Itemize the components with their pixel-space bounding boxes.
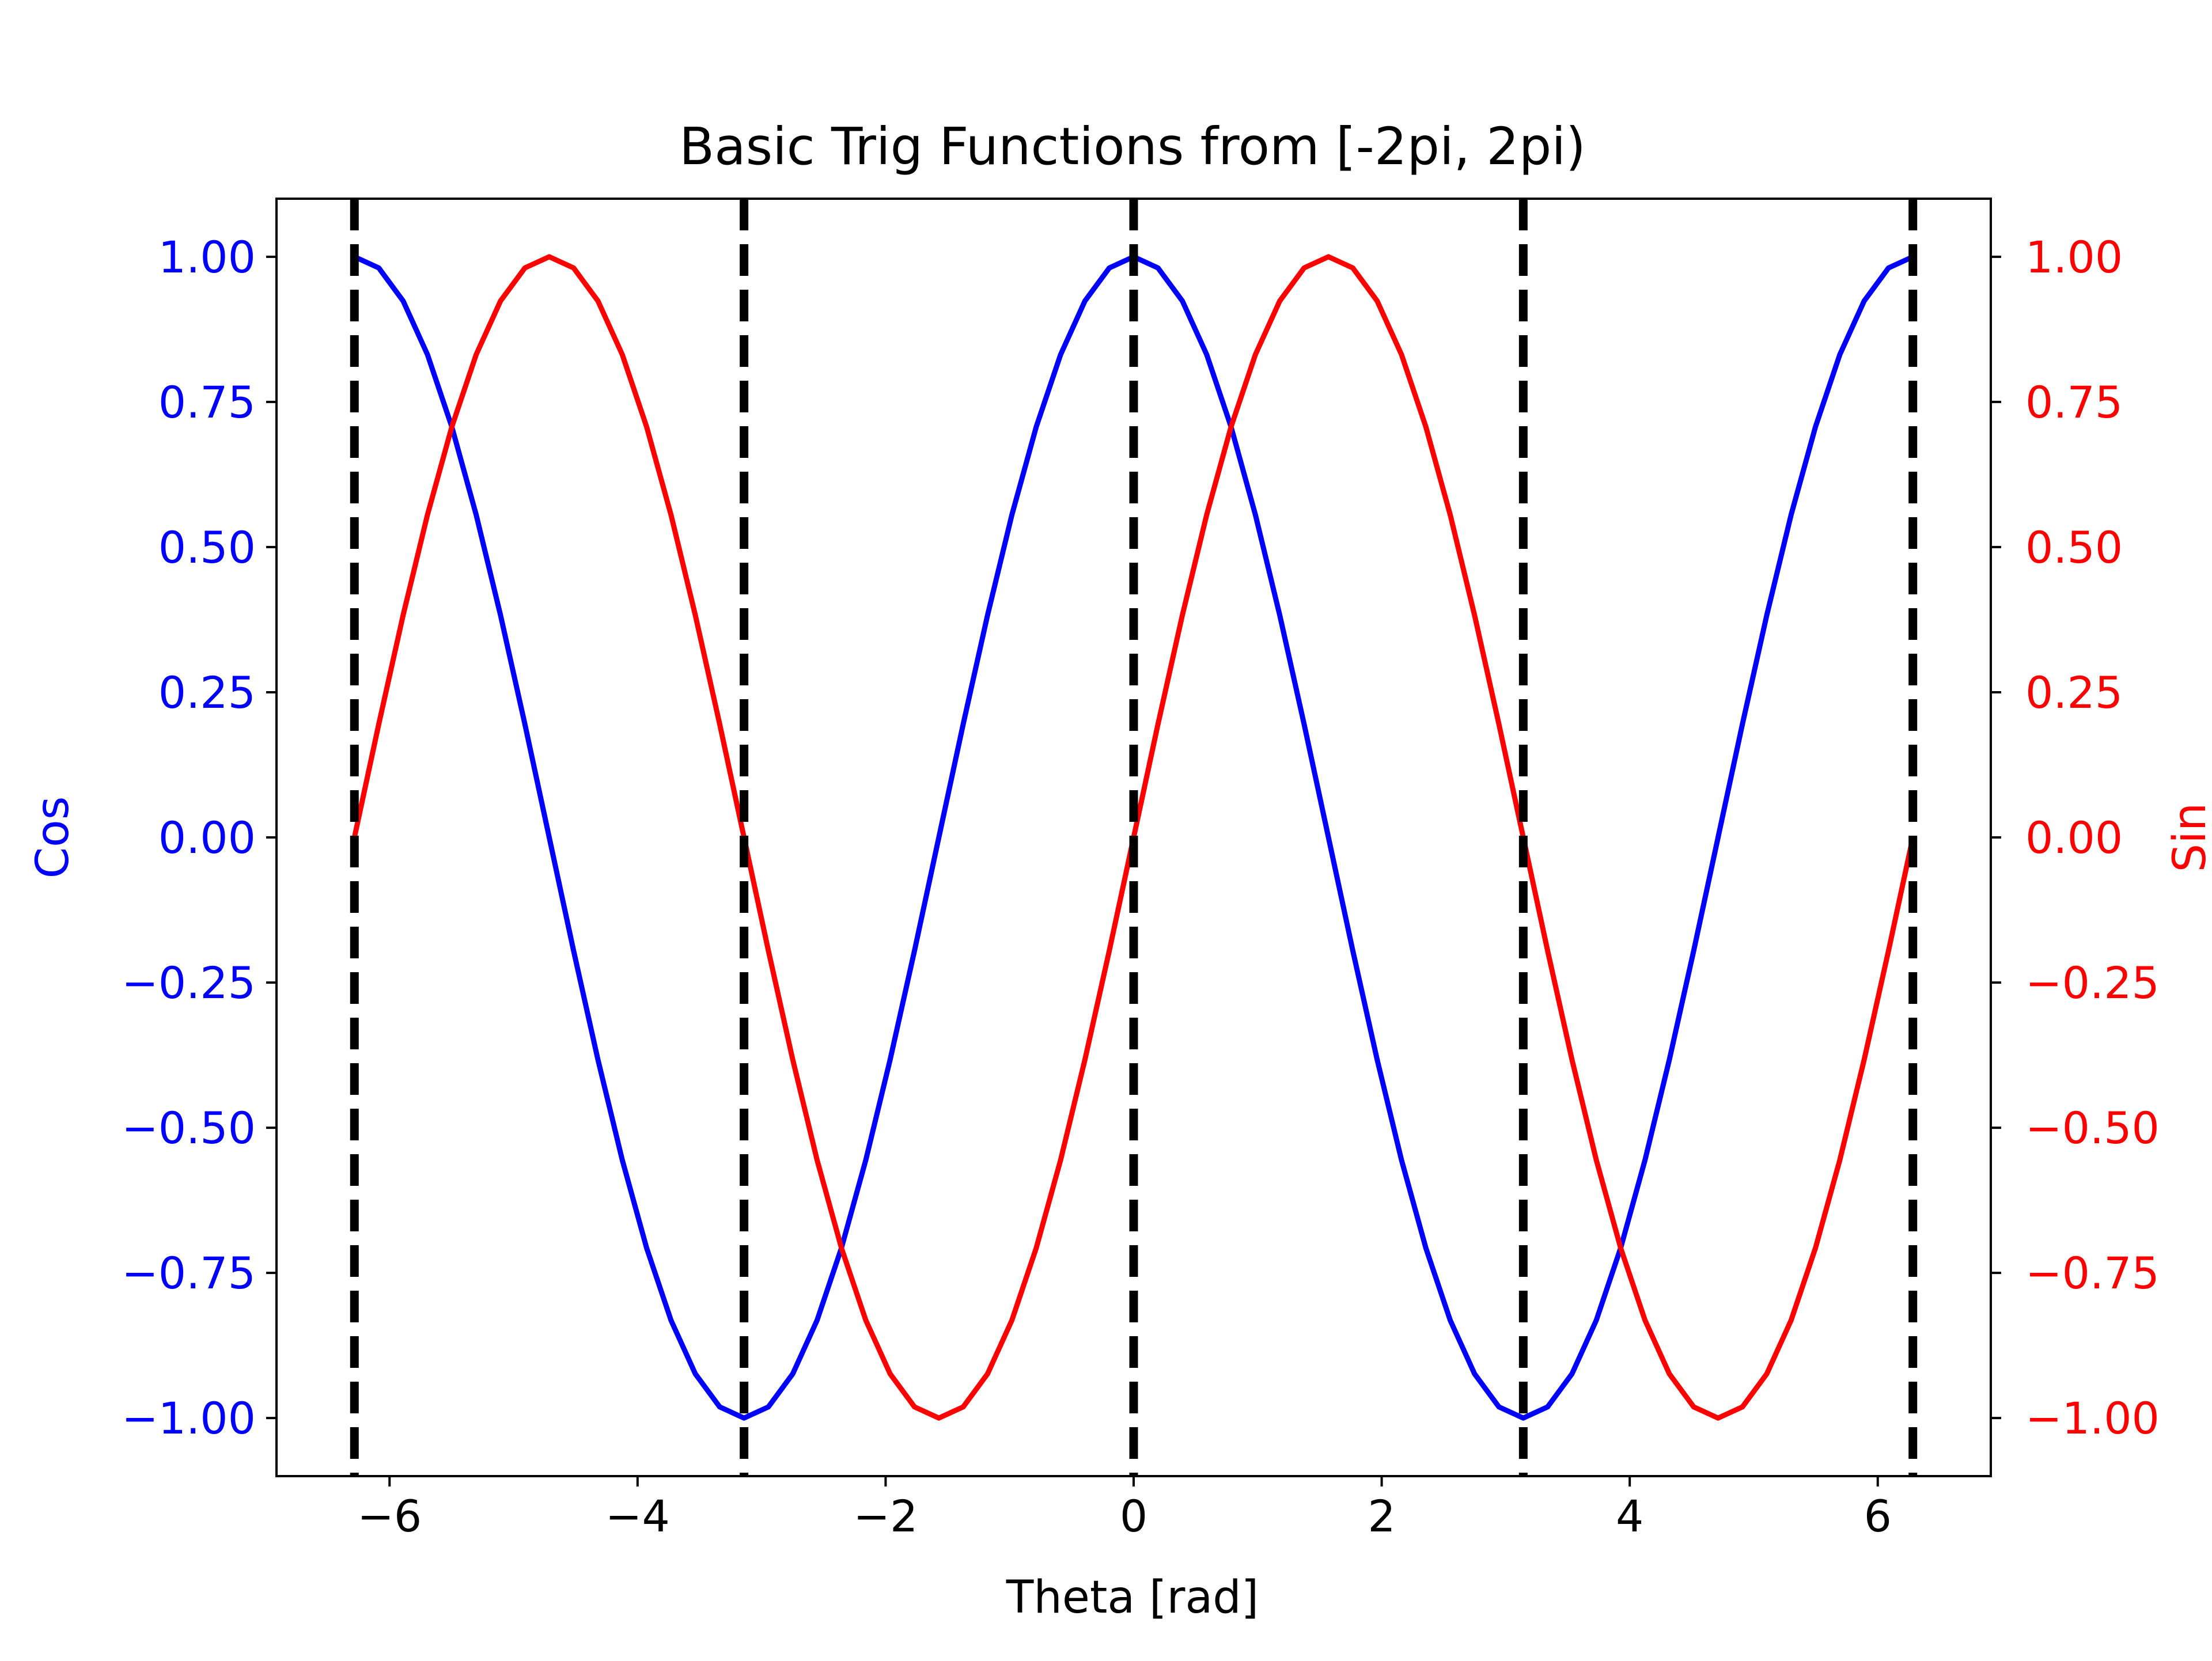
x-tick-label: 2	[1368, 1491, 1395, 1542]
y-right-tick-label: −0.75	[2025, 1247, 2160, 1299]
y-right-tick-label: 1.00	[2025, 232, 2123, 283]
y-left-tick-label: −1.00	[122, 1393, 256, 1444]
y-left-tick-label: 0.25	[158, 667, 256, 718]
y-right-tick-label: −0.25	[2025, 957, 2160, 1008]
x-tick-label: −6	[357, 1491, 422, 1542]
y-right-tick-label: 0.75	[2025, 377, 2123, 428]
x-tick-label: 4	[1616, 1491, 1643, 1542]
y-axis-right-label: Sin	[2164, 803, 2212, 873]
y-right-tick-label: 0.00	[2025, 812, 2123, 863]
chart-title: Basic Trig Functions from [-2pi, 2pi)	[679, 116, 1586, 176]
x-axis: −6 −4 −2 0 2 4 6	[357, 1476, 1892, 1542]
y-left-tick-label: 0.50	[158, 522, 256, 573]
y-right-tick-label: 0.50	[2025, 522, 2123, 573]
y-left-tick-label: −0.25	[122, 957, 256, 1008]
x-tick-label: 6	[1864, 1491, 1892, 1542]
y-left-tick-label: 1.00	[158, 232, 256, 283]
y-right-tick-label: −0.50	[2025, 1102, 2160, 1154]
x-tick-label: −4	[605, 1491, 670, 1542]
x-axis-label: Theta [rad]	[1006, 1572, 1259, 1624]
y-left-tick-label: −0.75	[122, 1247, 256, 1299]
y-right-tick-label: −1.00	[2025, 1393, 2160, 1444]
y-left-tick-label: 0.00	[158, 812, 256, 863]
y-right-tick-label: 0.25	[2025, 667, 2123, 718]
vertical-lines-layer	[350, 199, 1918, 1476]
x-tick-label: −2	[853, 1491, 918, 1542]
y-axis-left-label: Cos	[27, 797, 79, 879]
right-y-axis: 1.00 0.75 0.50 0.25 0.00 −0.25 −0.50 −0.75 −1.00	[1991, 232, 2160, 1444]
left-y-axis: 1.00 0.75 0.50 0.25 0.00 −0.25 −0.50 −0.75 −1.00	[122, 232, 276, 1444]
x-tick-label: 0	[1120, 1491, 1147, 1542]
plot-area	[350, 199, 1918, 1476]
y-left-tick-label: 0.75	[158, 377, 256, 428]
y-left-tick-label: −0.50	[122, 1102, 256, 1154]
